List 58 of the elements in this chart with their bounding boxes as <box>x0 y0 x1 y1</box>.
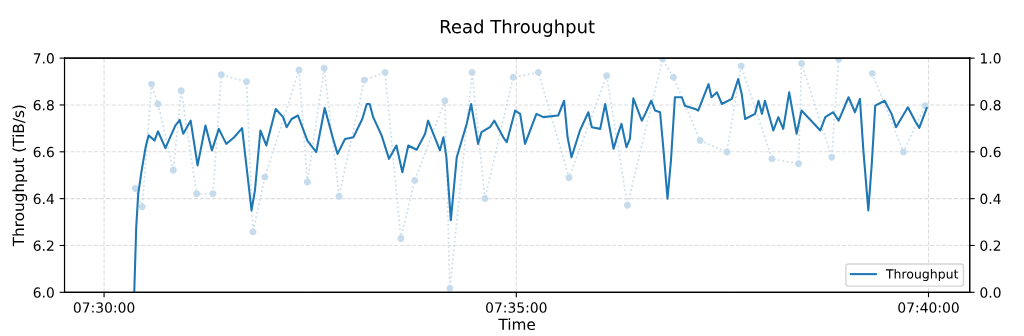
y2-tick-label: 0.0 <box>980 287 1001 298</box>
y-tick-label: 6.4 <box>33 193 55 205</box>
y-tick-label: 6.0 <box>33 287 54 298</box>
point <box>669 73 677 81</box>
point <box>899 148 907 156</box>
point <box>295 66 303 74</box>
point <box>468 68 476 76</box>
y-tick-label: 6.6 <box>33 146 54 158</box>
y2-tick-label: 0.2 <box>980 240 1001 251</box>
point <box>335 192 343 200</box>
x-tick-label: 07:35:00 <box>486 302 547 313</box>
y-tick-label: 6.2 <box>33 240 54 251</box>
y2-tick-label: 1.0 <box>980 53 1001 64</box>
chart-title: Read Throughput <box>440 19 595 37</box>
x-axis-title: Time <box>498 318 535 331</box>
point <box>828 153 836 161</box>
y-axis-title: Throughput (TiB/s) <box>12 105 28 247</box>
point <box>868 69 876 77</box>
point <box>737 62 745 70</box>
point <box>243 78 251 86</box>
point <box>798 60 806 67</box>
point <box>261 173 269 181</box>
point <box>509 73 517 81</box>
point <box>193 190 201 198</box>
x-tick-label: 07:30:00 <box>73 302 135 313</box>
point <box>723 148 731 156</box>
point <box>381 68 389 76</box>
x-tick-label: 07:40:00 <box>898 302 959 313</box>
point <box>138 203 146 211</box>
point <box>603 72 611 80</box>
point <box>534 68 542 76</box>
point <box>481 195 489 203</box>
point <box>921 102 929 110</box>
point <box>249 228 257 236</box>
point <box>565 174 573 182</box>
point <box>397 234 405 242</box>
point <box>360 76 368 84</box>
point <box>320 64 328 72</box>
point <box>169 166 177 174</box>
point <box>446 284 454 292</box>
point <box>696 137 704 145</box>
point <box>148 80 156 88</box>
y-tick-label: 6.8 <box>33 99 54 111</box>
point <box>441 97 449 105</box>
y2-tick-label: 0.6 <box>980 146 1001 158</box>
legend-label: Throughput <box>885 268 959 282</box>
point <box>177 87 185 95</box>
point <box>411 176 419 184</box>
y2-tick-label: 0.4 <box>980 193 1001 205</box>
point <box>217 71 225 79</box>
y2-tick-label: 0.8 <box>980 99 1001 111</box>
point <box>209 190 217 198</box>
point <box>795 160 803 168</box>
point <box>768 155 776 163</box>
y-tick-label: 7.0 <box>33 53 54 64</box>
point <box>303 178 311 186</box>
point <box>131 185 139 193</box>
point <box>623 201 631 209</box>
